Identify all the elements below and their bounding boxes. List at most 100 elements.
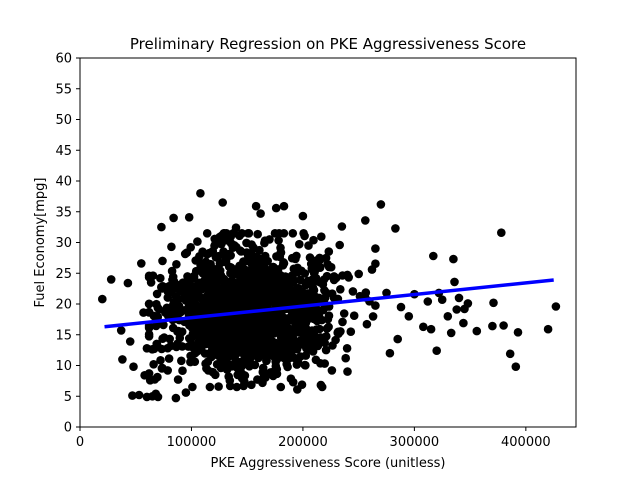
data-point	[157, 344, 166, 354]
data-point	[330, 273, 339, 283]
data-point	[125, 337, 135, 346]
y-tick-label: 15	[55, 328, 72, 343]
data-point	[186, 357, 195, 367]
data-point	[156, 273, 165, 283]
data-point	[265, 328, 274, 337]
data-point	[426, 324, 436, 334]
data-point	[202, 364, 211, 373]
data-point	[221, 276, 230, 286]
data-point	[396, 302, 406, 312]
data-point	[303, 289, 313, 298]
data-point	[274, 229, 284, 238]
data-point	[214, 351, 223, 361]
data-point	[226, 251, 235, 260]
data-point	[181, 388, 191, 397]
data-point	[339, 309, 349, 318]
data-point	[178, 366, 187, 376]
data-point	[211, 252, 221, 262]
data-point	[346, 327, 356, 337]
data-point	[419, 322, 428, 332]
data-point	[173, 375, 183, 384]
data-point	[276, 382, 286, 392]
data-point	[443, 312, 453, 321]
data-point	[301, 351, 311, 360]
y-tick-label: 35	[55, 205, 72, 220]
data-point	[298, 211, 308, 221]
data-point	[232, 290, 242, 299]
y-axis-label: Fuel Economy[mpg]	[33, 178, 48, 308]
data-point	[266, 271, 275, 281]
data-point	[98, 294, 107, 304]
data-point	[164, 354, 174, 363]
data-point	[152, 289, 162, 299]
data-point	[157, 222, 166, 232]
data-point	[338, 317, 347, 327]
data-point	[134, 390, 144, 400]
data-point	[183, 272, 192, 281]
data-point	[233, 370, 242, 380]
y-tick-label: 25	[55, 267, 72, 282]
data-point	[337, 222, 347, 231]
data-point	[322, 324, 332, 333]
data-point	[149, 311, 159, 321]
data-point	[172, 342, 181, 352]
data-point	[299, 330, 309, 340]
data-point	[245, 317, 254, 326]
data-point	[233, 358, 243, 368]
data-point	[276, 248, 286, 257]
data-point	[247, 380, 256, 390]
data-point	[249, 300, 259, 310]
data-point	[209, 319, 219, 328]
data-point	[243, 337, 253, 346]
y-tick-label: 30	[55, 236, 72, 251]
data-point	[129, 362, 138, 372]
data-point	[159, 320, 168, 330]
data-point	[277, 295, 286, 305]
data-point	[123, 278, 133, 288]
data-point	[267, 283, 277, 292]
data-point	[393, 334, 403, 344]
x-tick-label: 100000	[167, 435, 217, 450]
data-point	[178, 278, 188, 288]
data-point	[272, 354, 282, 364]
data-point	[287, 253, 297, 263]
data-point	[169, 297, 179, 307]
data-point	[106, 275, 116, 284]
y-tick-label: 55	[55, 82, 72, 97]
data-point	[385, 348, 395, 358]
data-point	[151, 321, 161, 331]
y-tick-label: 10	[55, 359, 72, 374]
data-point	[177, 356, 186, 366]
data-point	[274, 236, 283, 245]
data-point	[297, 266, 306, 276]
data-point	[208, 328, 218, 338]
data-point	[423, 297, 433, 306]
data-point	[327, 289, 337, 299]
data-point	[367, 265, 377, 274]
data-point	[256, 310, 266, 320]
data-point	[163, 366, 172, 375]
data-point	[336, 285, 345, 294]
data-point	[187, 340, 196, 349]
data-point	[249, 331, 258, 341]
data-point	[293, 284, 302, 293]
data-point	[188, 288, 197, 297]
data-point	[463, 299, 473, 308]
data-point	[241, 290, 250, 299]
data-point	[371, 244, 380, 253]
data-point	[293, 325, 302, 334]
data-point	[158, 282, 168, 291]
data-point	[295, 239, 304, 249]
data-point	[241, 357, 251, 367]
data-point	[145, 376, 155, 385]
data-point	[258, 367, 268, 377]
data-point	[232, 345, 242, 354]
data-point	[307, 259, 316, 269]
data-point	[215, 232, 224, 242]
data-point	[231, 223, 241, 232]
x-tick-label: 200000	[278, 435, 328, 450]
data-point	[290, 313, 300, 323]
data-point	[260, 251, 270, 261]
data-point	[167, 242, 176, 252]
